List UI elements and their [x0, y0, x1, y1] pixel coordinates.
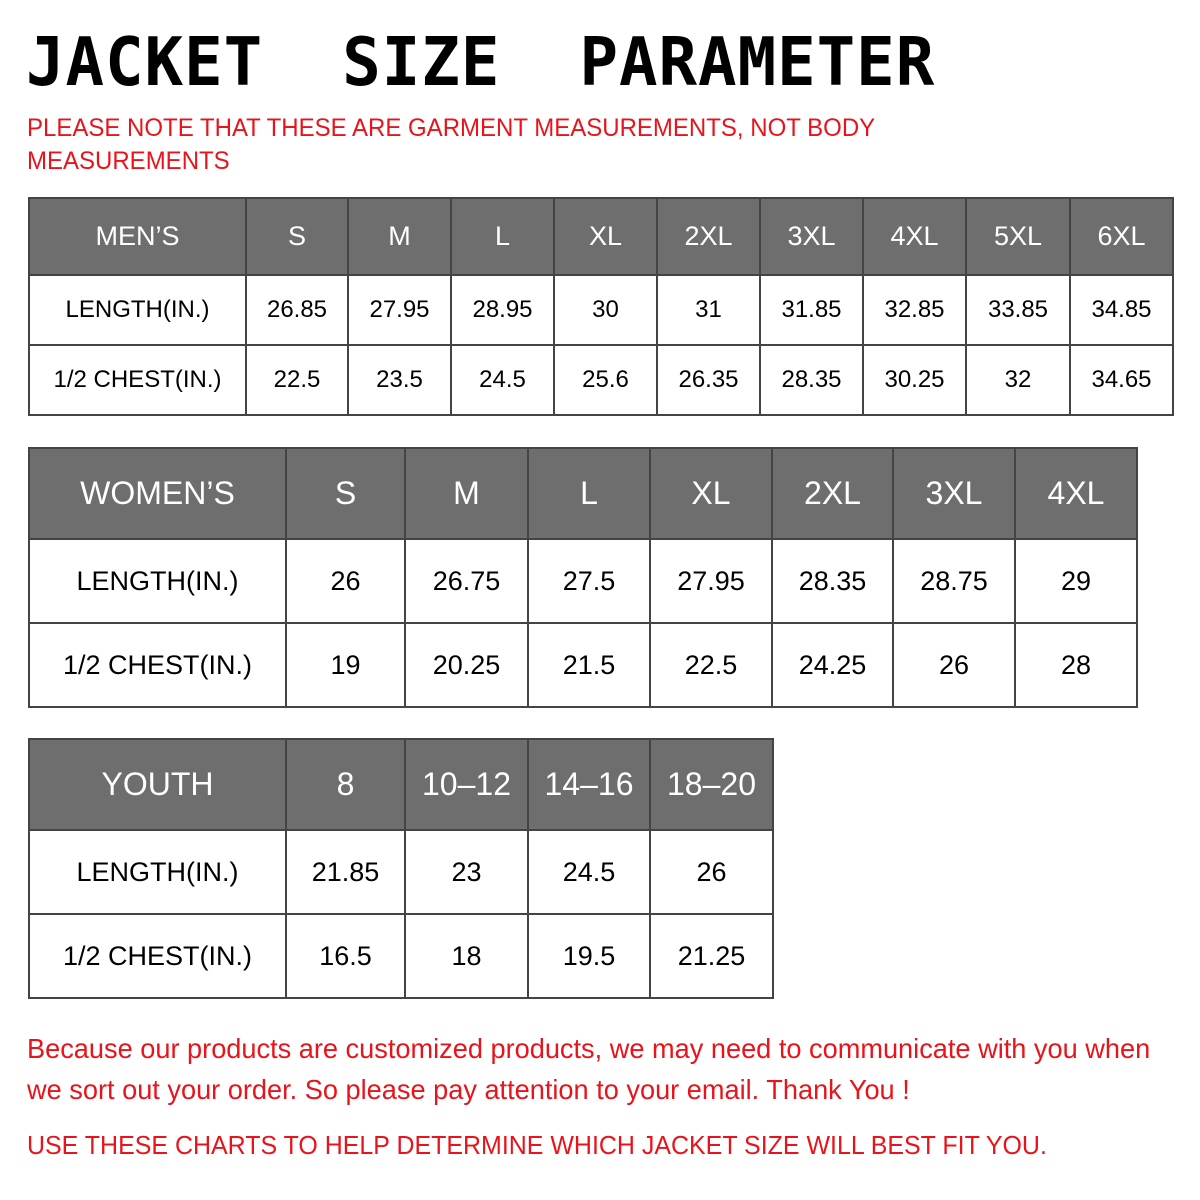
size-header: 10–12: [404, 738, 529, 831]
measurement-cell: 26: [285, 538, 406, 624]
measurement-cell: 25.6: [553, 344, 658, 416]
size-header: 4XL: [1014, 447, 1138, 540]
header-row: WOMEN’S S M L XL 2XL 3XL 4XL: [28, 447, 1138, 540]
measurement-cell: 26: [649, 829, 774, 915]
table-row: 1/2 CHEST(IN.) 16.5 18 19.5 21.25: [28, 913, 774, 999]
table-row: LENGTH(IN.) 26 26.75 27.5 27.95 28.35 28.75 29: [28, 538, 1138, 624]
size-header: 18–20: [649, 738, 774, 831]
measurement-cell: 19.5: [527, 913, 651, 999]
size-header: 4XL: [862, 197, 967, 276]
table-row: 1/2 CHEST(IN.) 19 20.25 21.5 22.5 24.25 26 28: [28, 622, 1138, 708]
header-row: MEN’S S M L XL 2XL 3XL 4XL 5XL 6XL: [28, 197, 1174, 276]
customization-notice: Because our products are customized prod…: [27, 1033, 1151, 1105]
measurement-cell: 26.85: [245, 274, 349, 346]
size-header: XL: [553, 197, 658, 276]
measurement-cell: 29: [1014, 538, 1138, 624]
measurement-cell: 34.85: [1069, 274, 1174, 346]
size-header: 3XL: [892, 447, 1016, 540]
table-category-header: WOMEN’S: [28, 447, 287, 540]
measurement-cell: 24.25: [771, 622, 894, 708]
row-label: LENGTH(IN.): [28, 829, 287, 915]
size-header: L: [527, 447, 651, 540]
table-row: 1/2 CHEST(IN.) 22.5 23.5 24.5 25.6 26.35 28.35…: [28, 344, 1174, 416]
measurement-cell: 31: [656, 274, 761, 346]
measurement-cell: 30.25: [862, 344, 967, 416]
measurement-cell: 32.85: [862, 274, 967, 346]
header-row: YOUTH 8 10–12 14–16 18–20: [28, 738, 774, 831]
measurement-cell: 28.35: [771, 538, 894, 624]
size-header: L: [450, 197, 555, 276]
measurement-cell: 26: [892, 622, 1016, 708]
measurement-cell: 28.95: [450, 274, 555, 346]
table-category-header: MEN’S: [28, 197, 247, 276]
row-label: LENGTH(IN.): [28, 274, 247, 346]
size-header: 14–16: [527, 738, 651, 831]
size-header: S: [285, 447, 406, 540]
measurement-cell: 18: [404, 913, 529, 999]
measurement-cell: 30: [553, 274, 658, 346]
measurement-cell: 23.5: [347, 344, 452, 416]
measurement-cell: 32: [965, 344, 1071, 416]
row-label: 1/2 CHEST(IN.): [28, 913, 287, 999]
measurement-cell: 19: [285, 622, 406, 708]
measurement-cell: 28.75: [892, 538, 1016, 624]
row-label: 1/2 CHEST(IN.): [28, 344, 247, 416]
measurement-cell: 22.5: [649, 622, 773, 708]
measurement-cell: 34.65: [1069, 344, 1174, 416]
size-header: 2XL: [656, 197, 761, 276]
measurement-cell: 28.35: [759, 344, 864, 416]
size-header: 3XL: [759, 197, 864, 276]
youth-size-table: YOUTH 8 10–12 14–16 18–20 LENGTH(IN.) 21.85 23 2…: [28, 738, 774, 999]
table-category-header: YOUTH: [28, 738, 287, 831]
measurement-cell: 21.25: [649, 913, 774, 999]
measurement-cell: 23: [404, 829, 529, 915]
measurement-cell: 24.5: [527, 829, 651, 915]
table-row: LENGTH(IN.) 21.85 23 24.5 26: [28, 829, 774, 915]
page-title: JACKET SIZE PARAMETER: [26, 24, 936, 102]
table-row: LENGTH(IN.) 26.85 27.95 28.95 30 31 31.85 32.85…: [28, 274, 1174, 346]
measurement-cell: 33.85: [965, 274, 1071, 346]
size-header: M: [404, 447, 529, 540]
measurement-cell: 22.5: [245, 344, 349, 416]
measurement-cell: 31.85: [759, 274, 864, 346]
measurement-cell: 27.95: [347, 274, 452, 346]
row-label: LENGTH(IN.): [28, 538, 287, 624]
size-header: S: [245, 197, 349, 276]
measurement-cell: 26.75: [404, 538, 529, 624]
women-size-table: WOMEN’S S M L XL 2XL 3XL 4XL LENGTH(IN.) 26 26.75 2…: [28, 447, 1138, 708]
measurement-cell: 16.5: [285, 913, 406, 999]
measurement-cell: 28: [1014, 622, 1138, 708]
size-header: 5XL: [965, 197, 1071, 276]
size-header: 6XL: [1069, 197, 1174, 276]
measurement-cell: 27.95: [649, 538, 773, 624]
size-header: 8: [285, 738, 406, 831]
measurement-cell: 20.25: [404, 622, 529, 708]
size-header: 2XL: [771, 447, 894, 540]
measurement-cell: 21.85: [285, 829, 406, 915]
size-header: XL: [649, 447, 773, 540]
measurement-cell: 24.5: [450, 344, 555, 416]
measurement-cell: 27.5: [527, 538, 651, 624]
row-label: 1/2 CHEST(IN.): [28, 622, 287, 708]
size-header: M: [347, 197, 452, 276]
measurement-note: PLEASE NOTE THAT THESE ARE GARMENT MEASU…: [27, 114, 875, 175]
size-help-note: USE THESE CHARTS TO HELP DETERMINE WHICH…: [27, 1130, 1047, 1160]
men-size-table: MEN’S S M L XL 2XL 3XL 4XL 5XL 6XL LENGTH(IN.) 26.8…: [28, 197, 1174, 416]
measurement-cell: 26.35: [656, 344, 761, 416]
measurement-cell: 21.5: [527, 622, 651, 708]
